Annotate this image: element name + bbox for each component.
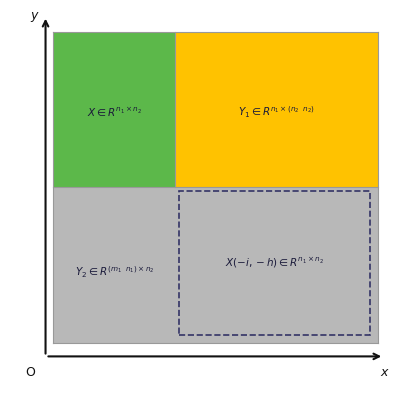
Text: $X(-i,-h)\in R^{n_1\times n_2}$: $X(-i,-h)\in R^{n_1\times n_2}$ bbox=[225, 256, 324, 270]
Text: x: x bbox=[381, 366, 388, 379]
Bar bbox=[53, 32, 175, 187]
Text: O: O bbox=[25, 366, 34, 379]
Bar bbox=[53, 187, 378, 343]
Text: y: y bbox=[30, 10, 37, 22]
Text: $Y_2\in R^{(m_1\ \ n_1)\times n_2}$: $Y_2\in R^{(m_1\ \ n_1)\times n_2}$ bbox=[74, 265, 154, 280]
Bar bbox=[175, 32, 378, 187]
Text: $Y_1\in R^{n_1\times(n_2\ \ n_2)}$: $Y_1\in R^{n_1\times(n_2\ \ n_2)}$ bbox=[238, 105, 315, 120]
Bar bbox=[179, 191, 370, 335]
Text: $X\in R^{n_1\times n_2}$: $X\in R^{n_1\times n_2}$ bbox=[87, 106, 142, 119]
